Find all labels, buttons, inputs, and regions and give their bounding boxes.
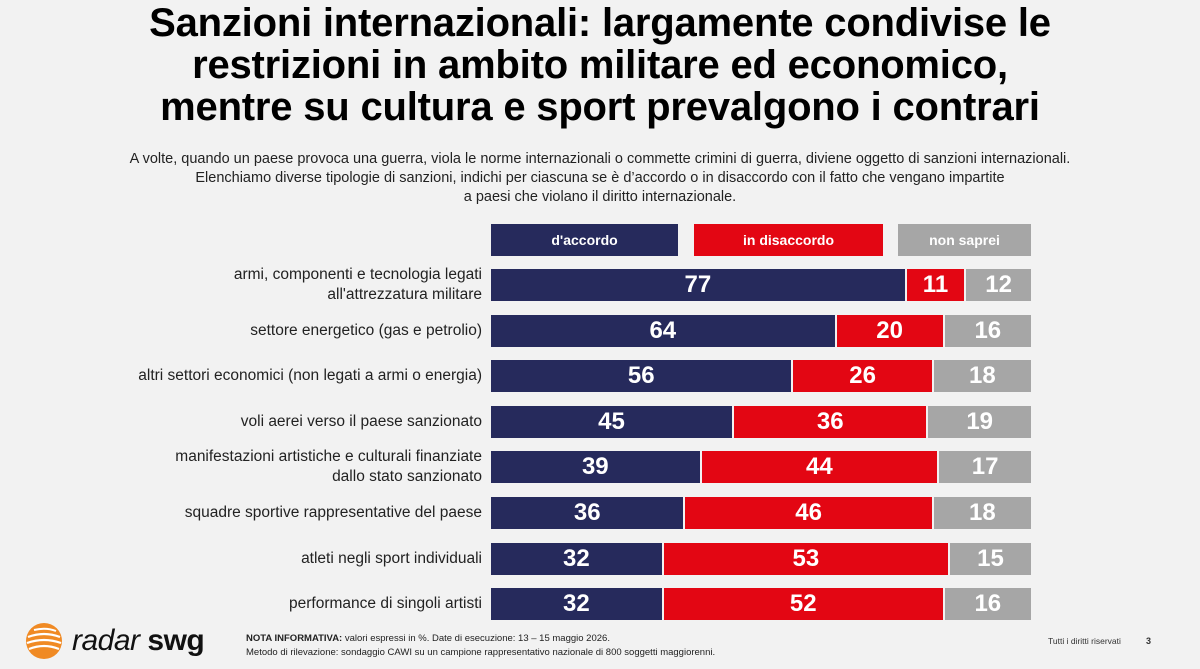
category-label-line: dallo stato sanzionato [332, 468, 482, 485]
category-label: squadre sportive rappresentative del pae… [20, 503, 482, 523]
title-line-1: Sanzioni internazionali: largamente cond… [149, 1, 1051, 45]
legend-accordo: d'accordo [491, 224, 678, 256]
data-label: 20 [876, 317, 903, 344]
bar-segment-accordo: 45 [491, 406, 732, 438]
data-label: 52 [789, 590, 817, 617]
bar-segment-disaccordo: 46 [685, 497, 932, 529]
data-label: 39 [581, 453, 609, 480]
page-title: Sanzioni internazionali: largamente cond… [0, 2, 1200, 128]
bar-segment-non-saprei: 12 [966, 269, 1031, 301]
data-label: 56 [627, 362, 655, 389]
logo: radar swg [24, 621, 205, 661]
logo-text: radar swg [72, 624, 205, 658]
question-line-2: Elenchiamo diverse tipologie di sanzioni… [195, 170, 1005, 186]
category-label: altri settori economici (non legati a ar… [20, 366, 482, 386]
question-line-1: A volte, quando un paese provoca una gue… [129, 151, 1071, 167]
data-label: 18 [969, 499, 996, 526]
bar-segment-accordo: 32 [491, 588, 662, 620]
radar-globe-icon [26, 623, 62, 659]
legend-disaccordo: in disaccordo [694, 224, 883, 256]
data-label: 12 [985, 271, 1012, 298]
bar-segment-non-saprei: 15 [950, 543, 1031, 575]
logo-radar: radar [72, 624, 140, 657]
bar-segment-disaccordo: 20 [836, 315, 943, 347]
note-line-2: Metodo di rilevazione: sondaggio CAWI su… [246, 647, 716, 658]
category-label-line: armi, componenti e tecnologia legati [233, 266, 482, 283]
category-label: settore energetico (gas e petrolio) [20, 321, 482, 341]
bar-segment-disaccordo: 36 [734, 406, 927, 438]
legend-non-saprei: non saprei [898, 224, 1031, 256]
bar-segment-disaccordo: 53 [663, 543, 948, 575]
note-label: NOTA INFORMATIVA: [246, 633, 343, 644]
category-label: armi, componenti e tecnologia legati all'… [20, 265, 482, 305]
logo-swg: swg [147, 624, 205, 657]
category-label-line: manifestazioni artistiche e culturali fi… [175, 448, 482, 465]
bar-segment-disaccordo: 26 [793, 360, 932, 392]
bar-segment-accordo: 64 [491, 315, 835, 347]
bar-segment-accordo: 77 [491, 269, 905, 301]
page-number: 3 [1146, 636, 1152, 646]
category-label: voli aerei verso il paese sanzionato [20, 412, 482, 432]
category-label: performance di singoli artisti [20, 594, 482, 614]
category-label-line: performance di singoli artisti [289, 595, 482, 612]
bar-segment-disaccordo: 44 [701, 451, 938, 483]
data-label: 32 [563, 545, 590, 572]
note-line-1: valori espressi in %. Date di esecuzione… [344, 633, 610, 644]
category-label: manifestazioni artistiche e culturali fi… [20, 447, 482, 487]
category-label-line: voli aerei verso il paese sanzionato [240, 413, 482, 430]
data-label: 26 [849, 362, 876, 389]
bar-segment-disaccordo: 52 [663, 588, 943, 620]
data-label: 77 [684, 271, 712, 298]
category-label-line: altri settori economici (non legati a ar… [138, 367, 482, 384]
bar-segment-non-saprei: 16 [944, 588, 1031, 620]
bar-segment-accordo: 36 [491, 497, 684, 529]
data-label: 64 [649, 317, 677, 344]
data-label: 11 [922, 271, 949, 298]
title-line-3: mentre su cultura e sport prevalgono i c… [160, 85, 1040, 129]
bar-segment-non-saprei: 19 [928, 406, 1031, 438]
bar-segment-disaccordo: 11 [906, 269, 965, 301]
category-label: atleti negli sport individuali [20, 549, 482, 569]
footnote: NOTA INFORMATIVA: valori espressi in %. … [246, 632, 715, 660]
bar-segment-accordo: 32 [491, 543, 662, 575]
data-label: 46 [795, 499, 822, 526]
data-label: 32 [563, 590, 590, 617]
data-label: 15 [977, 545, 1004, 572]
data-label: 36 [816, 408, 844, 435]
bar-segment-non-saprei: 18 [933, 497, 1031, 529]
bar-segment-non-saprei: 16 [944, 315, 1031, 347]
category-label-line: squadre sportive rappresentative del pae… [184, 504, 482, 521]
category-label-line: settore energetico (gas e petrolio) [250, 322, 482, 339]
data-label: 16 [974, 590, 1002, 617]
data-label: 36 [573, 499, 601, 526]
data-label: 19 [966, 408, 994, 435]
data-label: 16 [974, 317, 1002, 344]
question-line-3: a paesi che violano il diritto internazi… [463, 189, 737, 205]
data-label: 44 [806, 453, 833, 480]
rights-text: Tutti i diritti riservati [1048, 636, 1121, 646]
bar-segment-accordo: 39 [491, 451, 700, 483]
bar-segment-non-saprei: 18 [933, 360, 1031, 392]
data-label: 45 [598, 408, 625, 435]
bar-segment-accordo: 56 [491, 360, 792, 392]
data-label: 53 [792, 545, 820, 572]
data-label: 18 [969, 362, 996, 389]
category-label-line: atleti negli sport individuali [301, 550, 482, 567]
question-text: A volte, quando un paese provoca una gue… [0, 150, 1200, 207]
bar-segment-non-saprei: 17 [939, 451, 1031, 483]
category-label-line: all'attrezzatura militare [327, 286, 482, 303]
title-line-2: restrizioni in ambito militare ed econom… [192, 43, 1008, 87]
data-label: 17 [971, 453, 999, 480]
